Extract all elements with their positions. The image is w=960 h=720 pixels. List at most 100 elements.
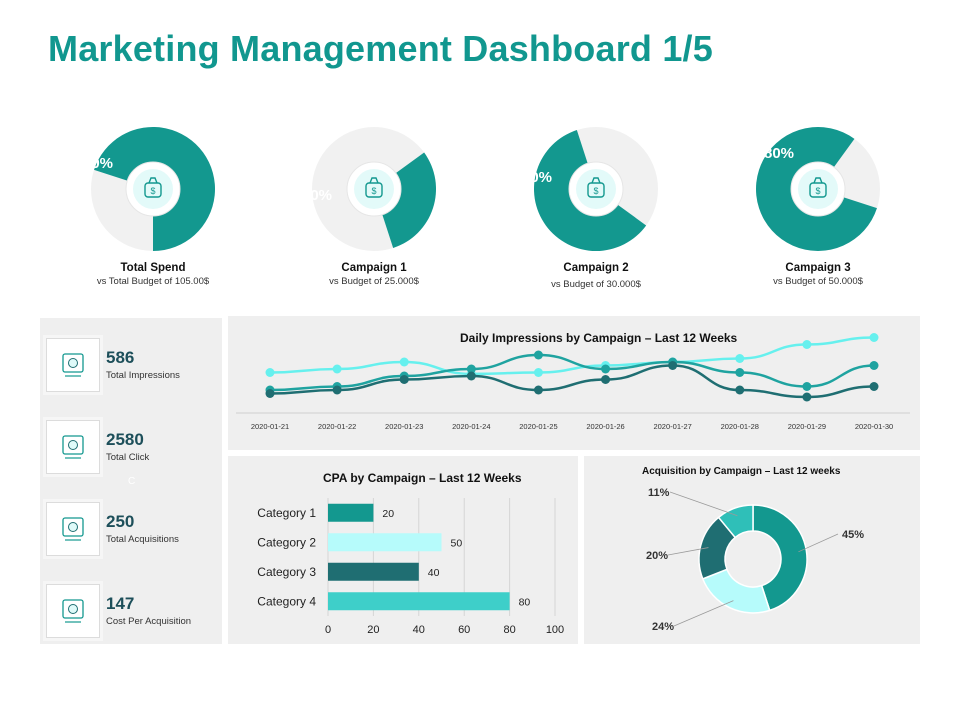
line-point-3 xyxy=(265,389,275,398)
stat-label-2: Total Click xyxy=(106,452,150,463)
stat-value-1: 586 xyxy=(106,348,135,367)
donut-slice xyxy=(701,568,771,614)
money-bag-euro-icon: $ xyxy=(809,177,827,198)
line-series-1 xyxy=(269,336,875,376)
kpi-percent-1: 70% xyxy=(83,155,114,172)
kpi-name-2: Campaign 1 xyxy=(341,262,407,274)
cost-hands-icon xyxy=(46,584,100,638)
stat-value-3: 250 xyxy=(106,512,135,531)
bar xyxy=(328,533,442,552)
icon-body xyxy=(587,182,605,198)
stat-value-4: 147 xyxy=(106,594,135,613)
bar-x-tick: 60 xyxy=(458,624,470,636)
line-point-3 xyxy=(533,385,543,395)
glyph-dot xyxy=(68,358,78,368)
line-point-3 xyxy=(735,385,745,395)
line-point-3 xyxy=(601,375,611,384)
donut-chart-panel: Acquisition by Campaign – Last 12 weeks … xyxy=(584,456,920,644)
kpi-donut-4: $ xyxy=(756,127,880,251)
bar-chart-title: CPA by Campaign – Last 12 Weeks xyxy=(323,471,522,485)
bar xyxy=(328,503,374,522)
icon-symbol: $ xyxy=(593,186,598,196)
bar-x-tick: 100 xyxy=(546,624,564,636)
kpi-name-4: Campaign 3 xyxy=(785,262,851,274)
bar-category-label: Category 1 xyxy=(257,506,316,520)
line-point-1 xyxy=(802,340,812,349)
bar-x-tick: 0 xyxy=(325,624,331,636)
glyph-frame xyxy=(62,353,84,373)
stat-value-2: 2580 xyxy=(106,430,144,449)
impressions-icon-glyph xyxy=(62,353,84,377)
donut-slice xyxy=(717,504,754,539)
click-icon xyxy=(46,420,100,474)
line-point-2 xyxy=(869,361,879,370)
kpi-percent-4: 80% xyxy=(764,145,795,162)
line-point-2 xyxy=(802,382,812,391)
donut-leader xyxy=(798,533,839,553)
icon-body xyxy=(365,182,383,198)
icon-top xyxy=(813,177,823,184)
icon-top xyxy=(591,177,601,184)
bar-category-label: Category 4 xyxy=(257,594,316,608)
bar-value-label: 40 xyxy=(428,567,440,579)
bar-category-label: Category 3 xyxy=(257,565,316,579)
icon-bg xyxy=(798,169,838,209)
donut-leader xyxy=(673,600,734,627)
line-x-tick: 2020-01-21 xyxy=(251,422,289,431)
donut-slice xyxy=(752,504,808,612)
stat-label-1: Total Impressions xyxy=(106,370,180,381)
line-point-1 xyxy=(735,354,745,363)
handshake-icon xyxy=(46,502,100,556)
line-point-2 xyxy=(466,364,476,374)
line-x-tick: 2020-01-30 xyxy=(855,422,893,431)
bar-x-tick: 20 xyxy=(367,624,379,636)
icon-bg xyxy=(133,169,173,209)
bar-value-label: 80 xyxy=(519,596,531,608)
page-title: Marketing Management Dashboard 1/5 xyxy=(48,28,713,69)
kpi-percent-2: 30% xyxy=(302,187,333,204)
line-chart-title: Daily Impressions by Campaign – Last 12 … xyxy=(460,331,738,345)
line-x-tick: 2020-01-24 xyxy=(452,422,490,431)
donut-label: 24% xyxy=(652,621,674,633)
line-x-tick: 2020-01-23 xyxy=(385,422,423,431)
handshake-icon-glyph xyxy=(62,517,84,541)
kpi-sub-1: vs Total Budget of 105.00$ xyxy=(96,276,210,287)
stat-label-3: Total Acquisitions xyxy=(106,534,179,545)
icon-symbol: $ xyxy=(371,186,376,196)
stray-glyph: C xyxy=(128,476,136,487)
kpi-sub-4: vs Budget of 50.000$ xyxy=(773,276,863,287)
line-x-tick: 2020-01-25 xyxy=(519,422,557,431)
donut-chart: 45% 24% 20% 11% xyxy=(646,487,864,633)
glyph-frame xyxy=(62,517,84,537)
money-bag-coins-icon: $ xyxy=(587,177,605,198)
bar-x-tick: 80 xyxy=(503,624,515,636)
line-x-tick: 2020-01-26 xyxy=(586,422,624,431)
line-x-tick: 2020-01-27 xyxy=(653,422,691,431)
line-point-1 xyxy=(265,368,275,377)
kpi-sub-2: vs Budget of 25.000$ xyxy=(329,276,419,287)
icon-top xyxy=(369,177,379,184)
line-x-tick: 2020-01-29 xyxy=(788,422,826,431)
line-point-2 xyxy=(533,350,543,360)
glyph-dot xyxy=(68,440,78,450)
line-chart: 2020-01-21 2020-01-22 2020-01-23 2020-01-24… xyxy=(236,333,910,431)
click-icon-glyph xyxy=(62,435,84,459)
glyph-frame xyxy=(62,599,84,619)
icon-top xyxy=(148,177,158,184)
bar-value-label: 50 xyxy=(451,537,463,549)
bar-category-label: Category 2 xyxy=(257,535,316,549)
line-series-3 xyxy=(269,364,875,399)
line-point-3 xyxy=(869,382,879,391)
line-point-3 xyxy=(466,371,476,381)
line-x-tick: 2020-01-28 xyxy=(721,422,759,431)
line-point-3 xyxy=(802,392,812,402)
donut-chart-title: Acquisition by Campaign – Last 12 weeks xyxy=(642,466,841,477)
bar xyxy=(328,562,419,581)
impressions-icon xyxy=(46,338,100,392)
money-bag-icon: $ xyxy=(365,177,383,198)
icon-symbol: $ xyxy=(150,186,155,196)
bar-value-label: 20 xyxy=(382,508,394,520)
glyph-frame xyxy=(62,435,84,455)
icon-bg xyxy=(576,169,616,209)
cost-hands-icon-glyph xyxy=(62,599,84,623)
